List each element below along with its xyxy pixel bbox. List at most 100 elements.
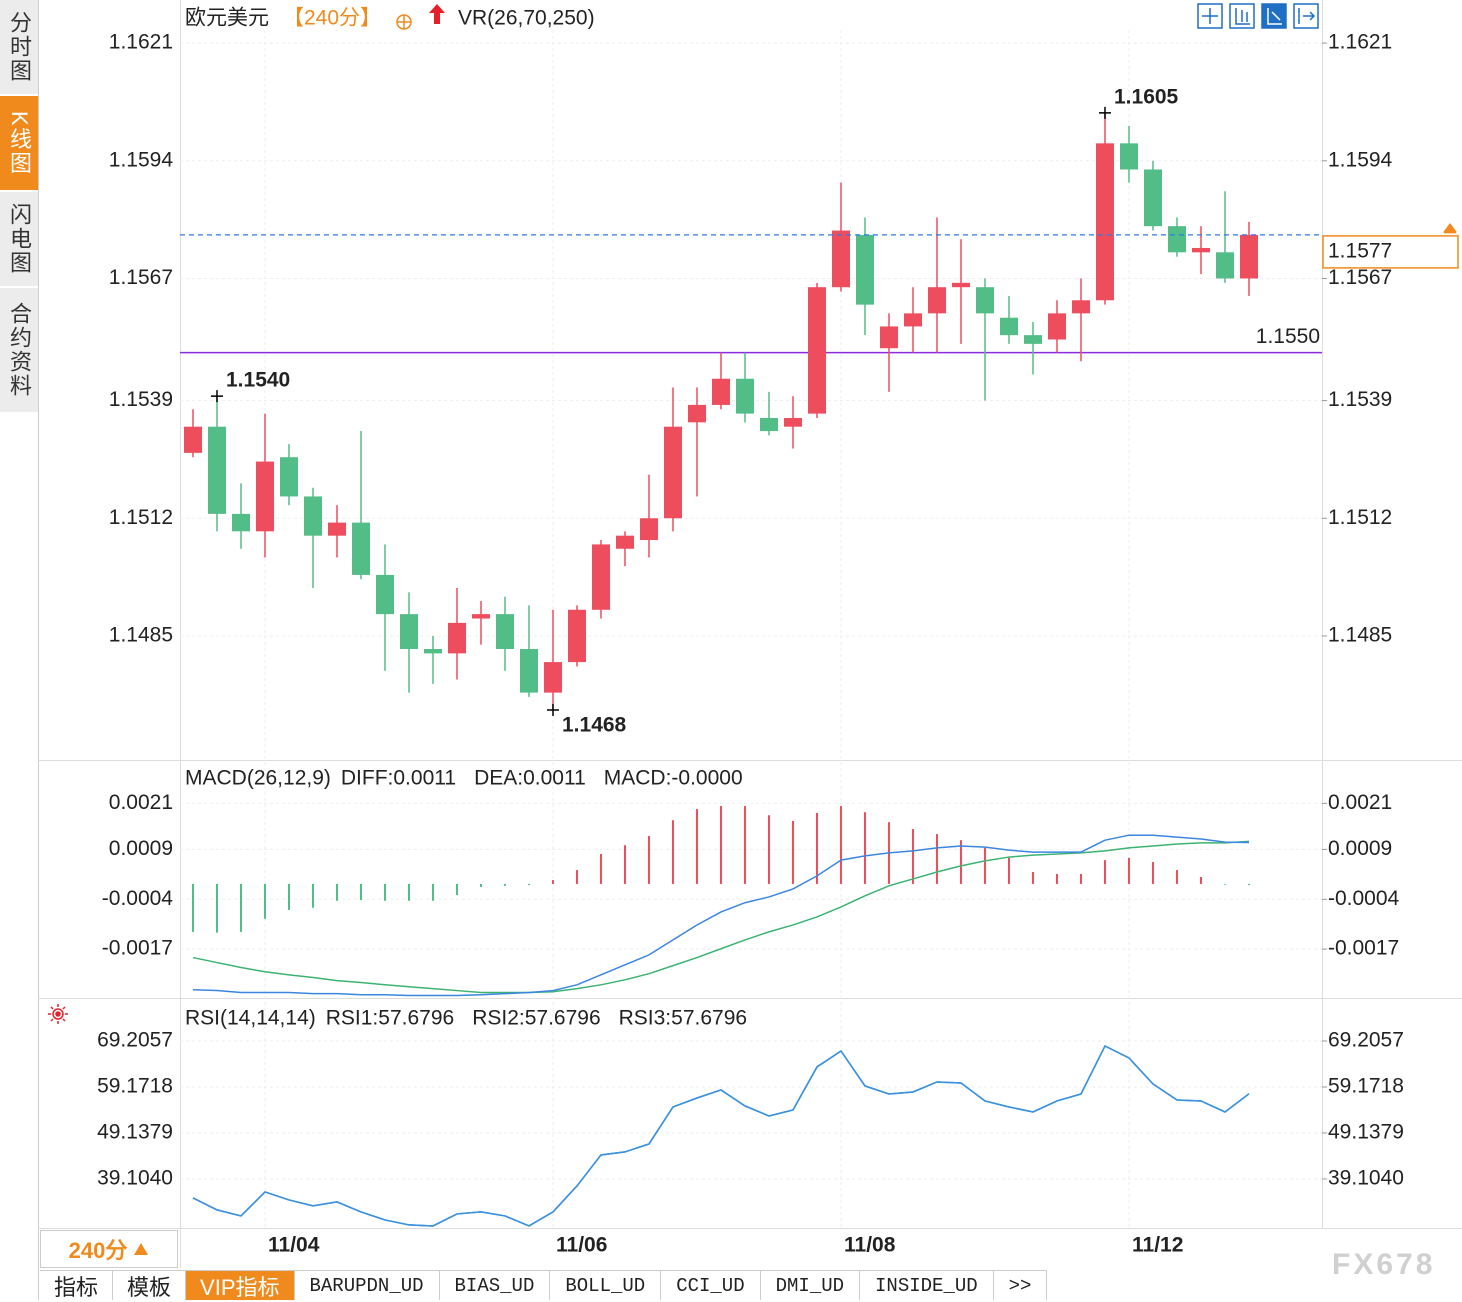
candle-body	[496, 614, 514, 650]
candle-body	[1048, 313, 1066, 340]
candle-body	[256, 461, 274, 532]
y-tick-label: 0.0009	[109, 837, 173, 860]
candle-body	[904, 313, 922, 327]
candle-body	[616, 535, 634, 549]
candle-body	[1024, 335, 1042, 344]
candle-body	[928, 287, 946, 314]
y-tick-label-right: 0.0021	[1328, 791, 1392, 814]
indicator-line	[192, 1044, 1250, 1227]
extreme-marker	[1099, 106, 1111, 119]
y-tick-label: 1.1539	[109, 388, 173, 411]
period-text: 240分	[68, 1238, 128, 1263]
candle-body	[1120, 143, 1138, 170]
legend-entry: RSI1:57.6796	[326, 1007, 454, 1030]
candle-body	[304, 496, 322, 536]
y-tick-label-right: 1.1594	[1328, 148, 1393, 171]
side-tab[interactable]: 合约资料	[0, 288, 38, 414]
candle-body	[712, 378, 730, 405]
candle-body	[568, 609, 586, 663]
indicator-tabs: 指标 模板 VIP指标 BARUPDN_UD BIAS_UD BOLL_UD CCI_UD D…	[40, 1270, 1048, 1301]
settings-icon[interactable]	[48, 1004, 68, 1024]
indicator-tab[interactable]: BARUPDN_UD	[295, 1271, 440, 1300]
chart-title: 欧元美元	[185, 7, 269, 30]
candle-body	[808, 287, 826, 414]
watermark: FX678	[1332, 1248, 1436, 1281]
toolbar[interactable]	[1197, 3, 1319, 29]
y-tick-label: 0.0021	[109, 791, 173, 814]
indicator-tab[interactable]: DMI_UD	[761, 1271, 861, 1300]
x-tick-label: 11/06	[556, 1234, 607, 1257]
up-arrow-icon	[429, 4, 445, 24]
y-tick-label-right: 39.1040	[1328, 1166, 1404, 1189]
candle-body	[1240, 234, 1258, 279]
y-tick-label: 59.1718	[97, 1075, 173, 1098]
candle-body	[1072, 300, 1090, 314]
legend-entry: RSI3:57.6796	[619, 1007, 747, 1030]
last-price-arrow	[1443, 223, 1457, 234]
legend-entry: MACD:-0.0000	[604, 767, 743, 790]
indicator-tab[interactable]: INSIDE_UD	[860, 1271, 994, 1300]
candle-body	[688, 404, 706, 423]
candle-body	[952, 282, 970, 288]
legend-entry: RSI2:57.6796	[472, 1007, 600, 1030]
candle-body	[760, 417, 778, 432]
y-tick-label-right: 1.1485	[1328, 623, 1392, 646]
candle-body	[664, 426, 682, 519]
indicator-tab[interactable]: VIP指标	[186, 1271, 295, 1300]
indicator-tab[interactable]: BOLL_UD	[550, 1271, 662, 1300]
indicator-line	[192, 840, 1250, 994]
legend-entry: DEA:0.0011	[474, 767, 586, 790]
candle-body	[1168, 226, 1186, 253]
last-price-box	[1322, 235, 1459, 269]
y-tick-label-right: 59.1718	[1328, 1075, 1404, 1098]
last-price-label: 1.1577	[1328, 239, 1392, 262]
candle-body	[472, 614, 490, 619]
x-tick-label: 11/12	[1132, 1234, 1183, 1257]
candle-body	[640, 518, 658, 541]
indicator-title: MACD(26,12,9)	[185, 767, 331, 790]
candle-body	[328, 522, 346, 536]
candle-body	[544, 662, 562, 693]
candle-body	[280, 457, 298, 497]
candle-body	[1144, 169, 1162, 227]
side-tab[interactable]: 闪电图	[0, 192, 38, 288]
y-tick-label-right: 49.1379	[1328, 1121, 1404, 1144]
y-tick-label: 1.1485	[109, 623, 173, 646]
sidebar: 分时图 K线图 闪电图 合约资料	[0, 0, 38, 414]
candle-body	[1216, 252, 1234, 279]
extreme-marker	[547, 704, 559, 717]
candle-body	[784, 417, 802, 427]
side-tab[interactable]: K线图	[0, 96, 38, 192]
caret-icon	[134, 1243, 149, 1255]
candle-body	[880, 326, 898, 349]
candle-body	[976, 287, 994, 314]
y-tick-label-right: 1.1512	[1328, 506, 1392, 529]
side-tab[interactable]: 分时图	[0, 0, 38, 96]
indicator-tab[interactable]: 指标	[40, 1271, 114, 1300]
candle-body	[352, 522, 370, 575]
y-tick-label: -0.0017	[102, 937, 173, 960]
more-tabs[interactable]: >>	[994, 1271, 1048, 1300]
add-icon[interactable]	[396, 14, 412, 30]
indicator-title: RSI(14,14,14)	[185, 1007, 316, 1030]
y-tick-label-right: -0.0017	[1328, 937, 1399, 960]
candle-body	[520, 649, 538, 693]
y-tick-label-right: -0.0004	[1328, 887, 1400, 910]
indicator-tab[interactable]: 模板	[113, 1271, 187, 1300]
y-tick-label: 1.1567	[109, 266, 173, 289]
candle-body	[832, 230, 850, 288]
legend-entry: DIFF:0.0011	[341, 767, 456, 790]
indicator-tab[interactable]: CCI_UD	[661, 1271, 761, 1300]
candle-body	[208, 426, 226, 514]
y-tick-label: 1.1594	[109, 148, 174, 171]
extreme-label: 1.1468	[562, 714, 627, 737]
candle-body	[376, 574, 394, 615]
indicator-tab[interactable]: BIAS_UD	[440, 1271, 551, 1300]
indicator-label: VR(26,70,250)	[458, 7, 595, 30]
x-tick-label: 11/08	[844, 1234, 896, 1257]
candle-body	[1192, 247, 1210, 253]
y-tick-label: 69.2057	[97, 1029, 173, 1052]
period-button[interactable]: 240分	[40, 1230, 178, 1268]
y-tick-label: -0.0004	[102, 887, 174, 910]
